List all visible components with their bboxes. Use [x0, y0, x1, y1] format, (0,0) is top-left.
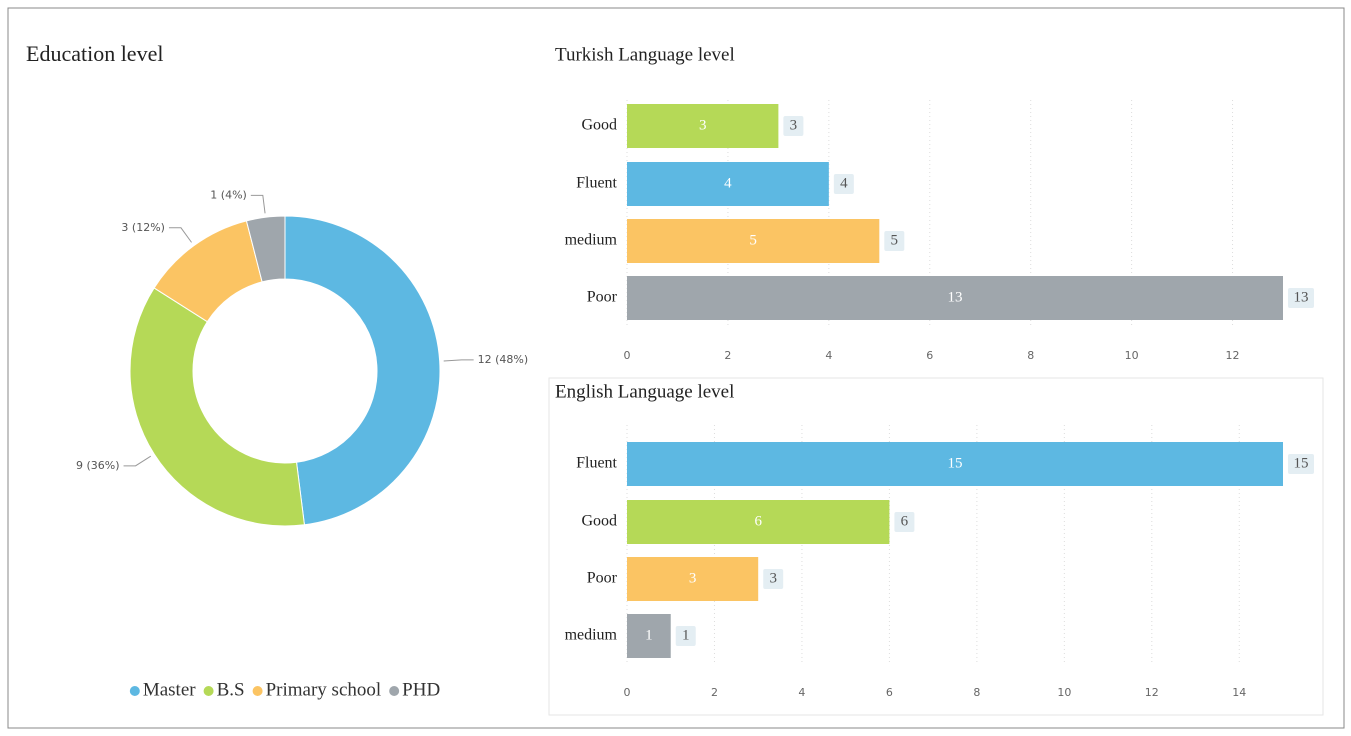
legend: Master B.S Primary school PHD [129, 679, 440, 700]
leader-line [168, 227, 192, 243]
x-tick-label: 0 [624, 686, 631, 699]
x-tick-label: 12 [1226, 349, 1240, 362]
legend-label: B.S [217, 679, 245, 700]
value-badge [675, 626, 696, 646]
bar [627, 557, 759, 601]
bar [627, 614, 671, 658]
panel-border [548, 377, 1324, 716]
legend-label: PHD [402, 679, 440, 700]
x-tick-label: 8 [973, 686, 980, 699]
x-tick-label: 8 [1027, 349, 1034, 362]
x-tick-label: 4 [798, 686, 805, 699]
bar [627, 219, 880, 263]
legend-swatch [389, 686, 400, 696]
bar-inner-label: 4 [724, 175, 732, 191]
bar-inner-label: 3 [689, 570, 697, 586]
legend-swatch [129, 686, 140, 696]
x-tick-label: 6 [926, 349, 933, 362]
slice-label: 12 (48%) [478, 353, 529, 366]
bar [627, 442, 1283, 486]
value-badge [833, 174, 854, 194]
x-tick-label: 2 [711, 686, 718, 699]
slice [245, 215, 286, 283]
legend-swatch [252, 686, 263, 696]
chart-title: Turkish Language level [555, 44, 735, 65]
bar-inner-label: 1 [645, 627, 653, 643]
value-badge [894, 512, 915, 532]
category-label: medium [565, 627, 618, 644]
value-badge [1288, 454, 1314, 474]
legend-swatch [203, 686, 214, 696]
bar [627, 104, 779, 148]
value-badge [1288, 288, 1314, 308]
bar-value-label: 13 [1294, 289, 1309, 305]
category-label: medium [565, 232, 618, 249]
bar-inner-label: 13 [948, 289, 963, 305]
value-badge [763, 569, 784, 589]
bar-value-label: 3 [790, 117, 798, 133]
slice [129, 287, 305, 527]
slice-label: 9 (36%) [76, 459, 120, 472]
bar-value-label: 5 [891, 232, 899, 248]
bar [627, 162, 829, 206]
bar-value-label: 4 [840, 175, 848, 191]
bar-value-label: 1 [682, 627, 690, 643]
x-tick-label: 2 [724, 349, 731, 362]
x-tick-label: 10 [1057, 686, 1071, 699]
category-label: Good [581, 513, 617, 530]
category-label: Poor [587, 289, 618, 306]
leader-line [250, 194, 266, 214]
value-badge [884, 231, 905, 251]
bar [627, 500, 890, 544]
slice [284, 215, 441, 526]
x-tick-label: 10 [1125, 349, 1139, 362]
legend-label: Primary school [266, 679, 382, 700]
legend-label: Master [143, 679, 196, 700]
category-label: Good [581, 117, 617, 134]
bar-inner-label: 6 [754, 513, 762, 529]
chart-title: Education level [26, 41, 163, 66]
leader-line [443, 359, 474, 362]
bar [627, 276, 1283, 320]
x-tick-label: 12 [1145, 686, 1159, 699]
category-label: Fluent [576, 175, 617, 192]
category-label: Fluent [576, 455, 617, 472]
bar-inner-label: 5 [749, 232, 757, 248]
slice-label: 1 (4%) [210, 188, 247, 201]
bar-value-label: 15 [1294, 455, 1309, 471]
x-tick-label: 6 [886, 686, 893, 699]
value-badge [783, 116, 804, 136]
x-tick-label: 4 [825, 349, 832, 362]
leader-line [123, 455, 152, 467]
x-tick-label: 14 [1232, 686, 1246, 699]
bar-value-label: 3 [769, 570, 777, 586]
x-tick-label: 0 [624, 349, 631, 362]
bar-inner-label: 15 [948, 455, 963, 471]
bar-inner-label: 3 [699, 117, 707, 133]
bar-value-label: 6 [901, 513, 909, 529]
slice-label: 3 (12%) [121, 221, 165, 234]
chart-title: English Language level [555, 381, 734, 402]
category-label: Poor [587, 570, 618, 587]
